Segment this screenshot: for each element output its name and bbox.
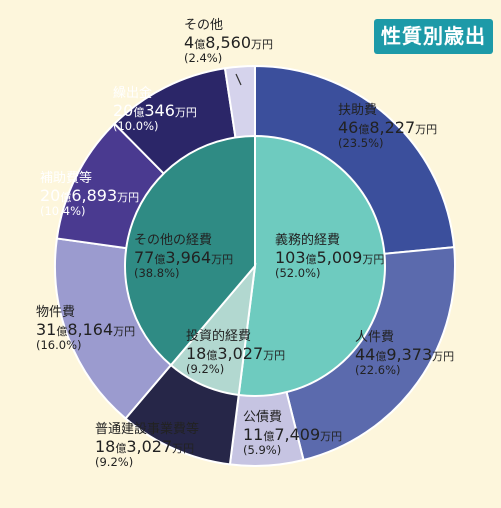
outer-5-label: 補助費等 20億6,893万円 (10.4%) (40, 171, 140, 219)
inner-1-label: 投資的経費 18億3,027万円 (9.2%) (186, 329, 286, 377)
outer-0-amount: 46億8,227万円 (338, 117, 438, 137)
outer-5-amount: 20億6,893万円 (40, 185, 140, 205)
outer-3-label: 普通建設事業費等 18億3,027万円 (9.2%) (95, 422, 200, 470)
outer-4-percent: (16.0%) (36, 338, 82, 353)
outer-7-label: その他 4億8,560万円 (2.4%) (184, 18, 273, 66)
outer-7-amount: 4億8,560万円 (184, 32, 273, 52)
outer-1-amount: 44億9,373万円 (355, 344, 455, 364)
inner-1-percent: (9.2%) (186, 362, 225, 377)
inner-2-name: その他の経費 (134, 233, 213, 248)
leader-line (235, 73, 242, 86)
outer-0-label: 扶助費 46億8,227万円 (23.5%) (338, 103, 438, 151)
outer-3-percent: (9.2%) (95, 455, 134, 470)
outer-7-name: その他 (184, 18, 224, 33)
outer-2-name: 公債費 (243, 410, 283, 425)
inner-slice-2 (124, 134, 256, 367)
outer-6-label: 繰出金 20億346万円 (10.0%) (113, 86, 197, 134)
outer-4-amount: 31億8,164万円 (36, 319, 136, 339)
outer-5-percent: (10.4%) (40, 204, 86, 219)
category-badge: 性質別歳出 (374, 19, 493, 54)
outer-1-name: 人件費 (355, 330, 395, 345)
outer-2-percent: (5.9%) (243, 443, 282, 458)
outer-6-percent: (10.0%) (113, 119, 159, 134)
outer-3-name: 普通建設事業費等 (95, 422, 200, 437)
inner-1-name: 投資的経費 (186, 329, 252, 344)
inner-slice-0 (237, 134, 386, 397)
inner-0-amount: 103億5,009万円 (275, 247, 385, 267)
inner-0-label: 義務的経費 103億5,009万円 (52.0%) (275, 233, 385, 281)
inner-2-amount: 77億3,964万円 (134, 247, 234, 267)
outer-3-amount: 18億3,027万円 (95, 436, 195, 456)
outer-4-name: 物件費 (36, 305, 76, 320)
inner-1-amount: 18億3,027万円 (186, 343, 286, 363)
inner-2-percent: (38.8%) (134, 266, 180, 281)
outer-7-percent: (2.4%) (184, 51, 223, 66)
inner-0-percent: (52.0%) (275, 266, 321, 281)
outer-6-amount: 20億346万円 (113, 100, 197, 120)
outer-1-percent: (22.6%) (355, 363, 401, 378)
outer-6-name: 繰出金 (113, 86, 153, 101)
inner-2-label: その他の経費 77億3,964万円 (38.8%) (134, 233, 234, 281)
outer-0-name: 扶助費 (338, 103, 378, 118)
outer-0-percent: (23.5%) (338, 136, 384, 151)
outer-4-label: 物件費 31億8,164万円 (16.0%) (36, 305, 136, 353)
outer-2-label: 公債費 11億7,409万円 (5.9%) (243, 410, 343, 458)
outer-1-label: 人件費 44億9,373万円 (22.6%) (355, 330, 455, 378)
outer-2-amount: 11億7,409万円 (243, 424, 343, 444)
outer-5-name: 補助費等 (40, 171, 93, 186)
inner-0-name: 義務的経費 (275, 233, 341, 248)
